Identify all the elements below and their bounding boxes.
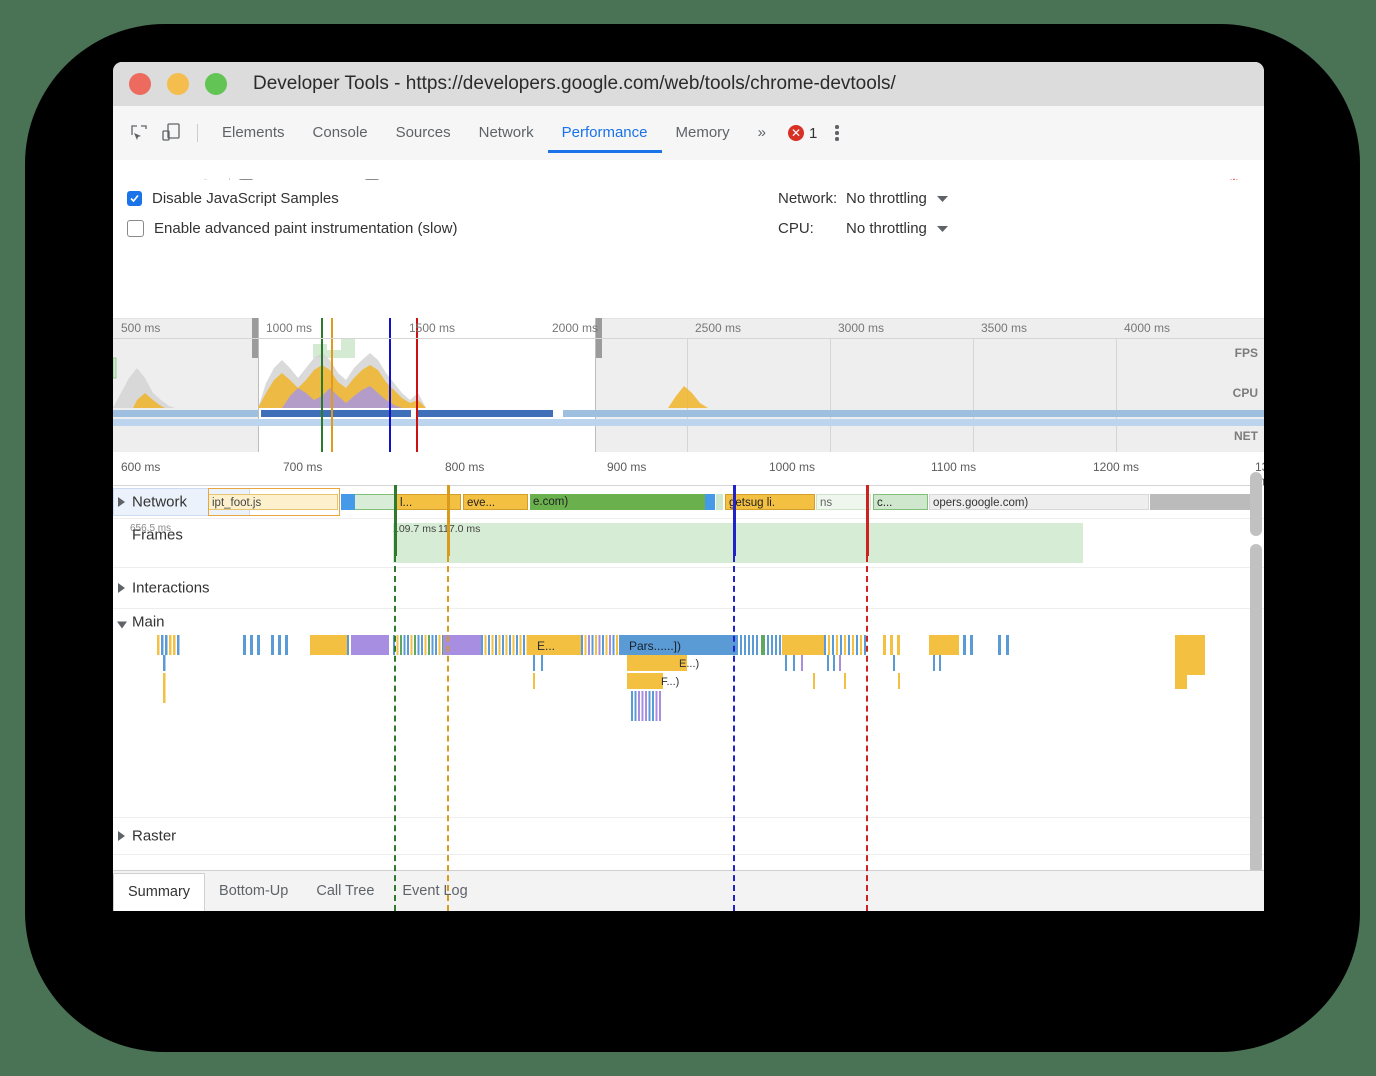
svg-text:E...: E... bbox=[537, 639, 555, 653]
svg-text:F...): F...) bbox=[661, 676, 679, 688]
svg-text:E...): E...) bbox=[679, 658, 699, 670]
svg-text:Pars......]): Pars......]) bbox=[629, 639, 681, 653]
